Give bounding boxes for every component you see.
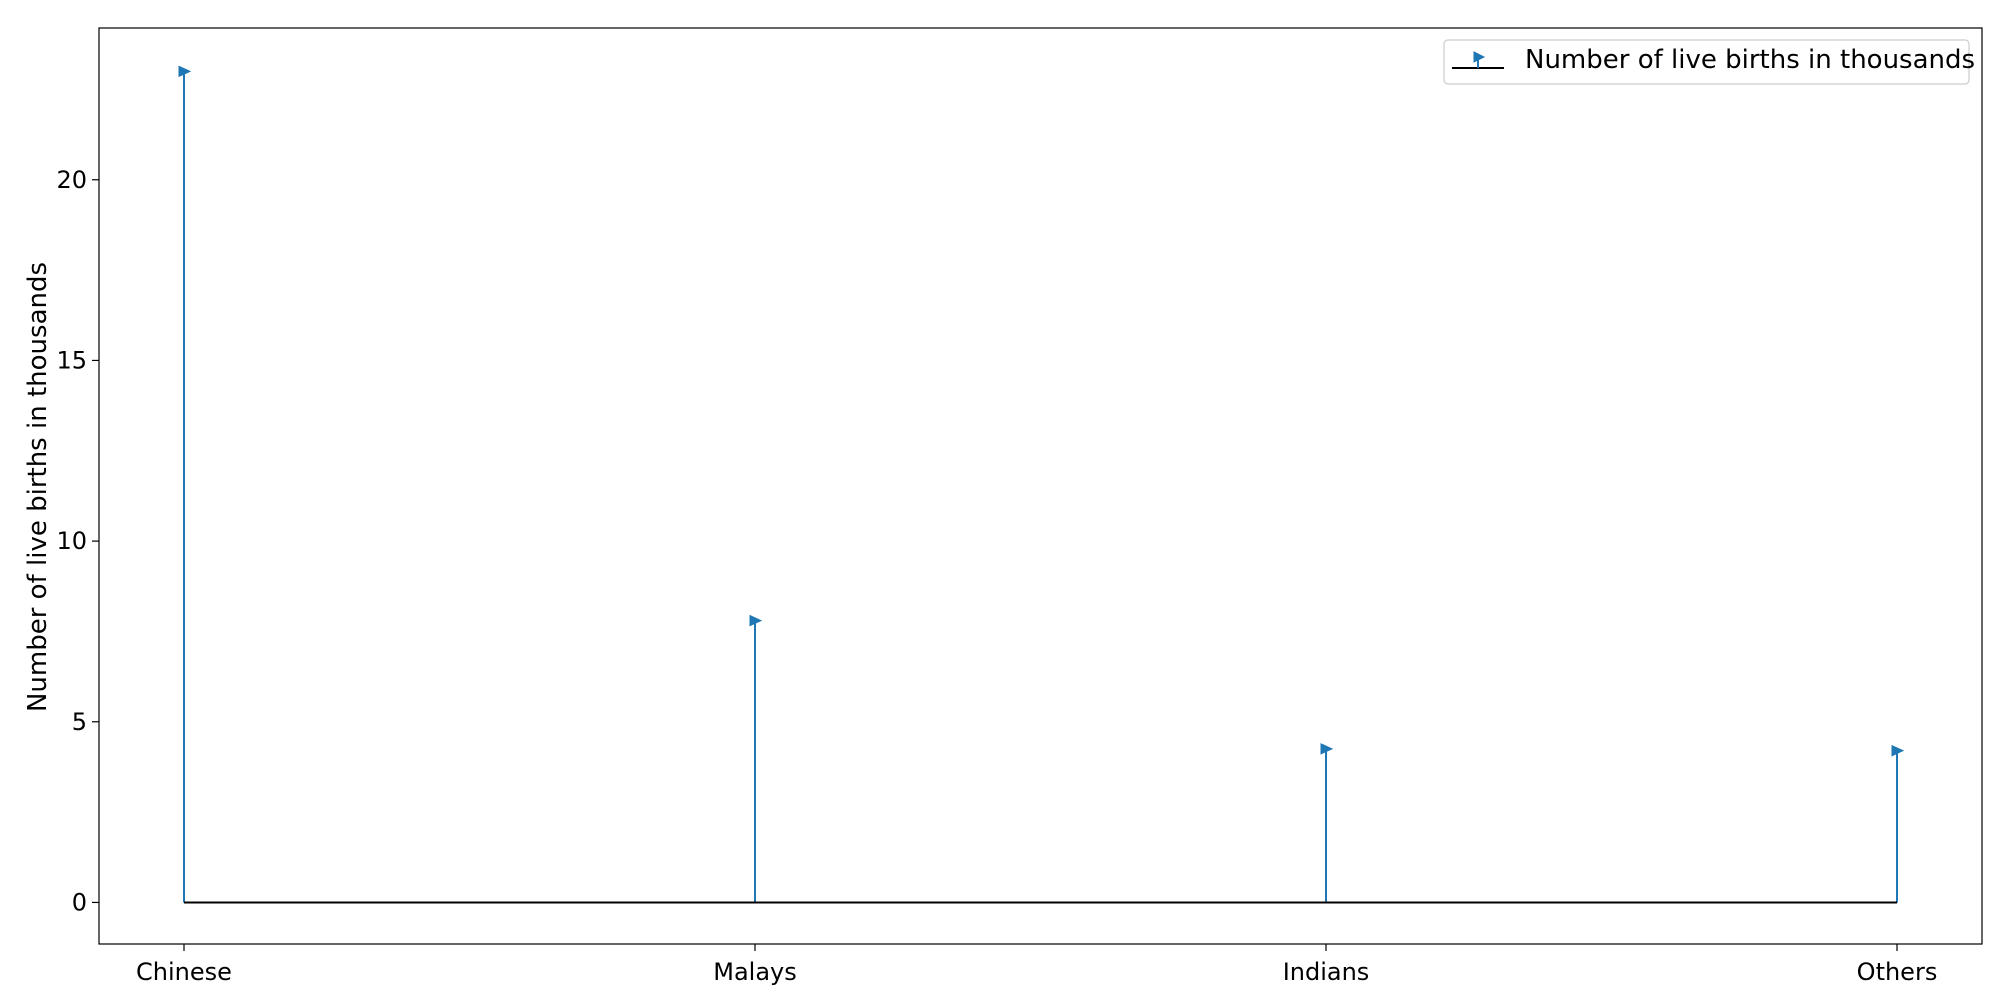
- y-tick-label: 15: [56, 346, 87, 374]
- y-tick-label: 0: [72, 888, 87, 916]
- y-tick-label: 20: [56, 166, 87, 194]
- axis-ticks: 0 5 10 15 20 Chinese Malays Indians Others: [56, 166, 1937, 986]
- stem-marker: [178, 65, 192, 78]
- x-tick-label: Malays: [713, 958, 797, 986]
- stem-marker: [1891, 744, 1905, 757]
- legend-frame: [1443, 39, 1970, 85]
- y-axis-label: Number of live births in thousands: [23, 262, 53, 712]
- x-tick-label: Chinese: [136, 958, 232, 986]
- y-tick-label: 5: [72, 708, 87, 736]
- plot-frame: [98, 27, 1983, 945]
- legend-marker: [1473, 51, 1486, 63]
- x-tick-label: Indians: [1283, 958, 1370, 986]
- plot-area: [98, 27, 1983, 945]
- stem-marker: [1320, 743, 1334, 755]
- stem-marker: [749, 614, 763, 627]
- legend-label: Number of live births in thousands: [1525, 45, 1975, 75]
- y-tick-label: 10: [56, 527, 87, 555]
- x-tick-label: Others: [1857, 958, 1938, 986]
- legend: Number of live births in thousands: [1443, 39, 1975, 85]
